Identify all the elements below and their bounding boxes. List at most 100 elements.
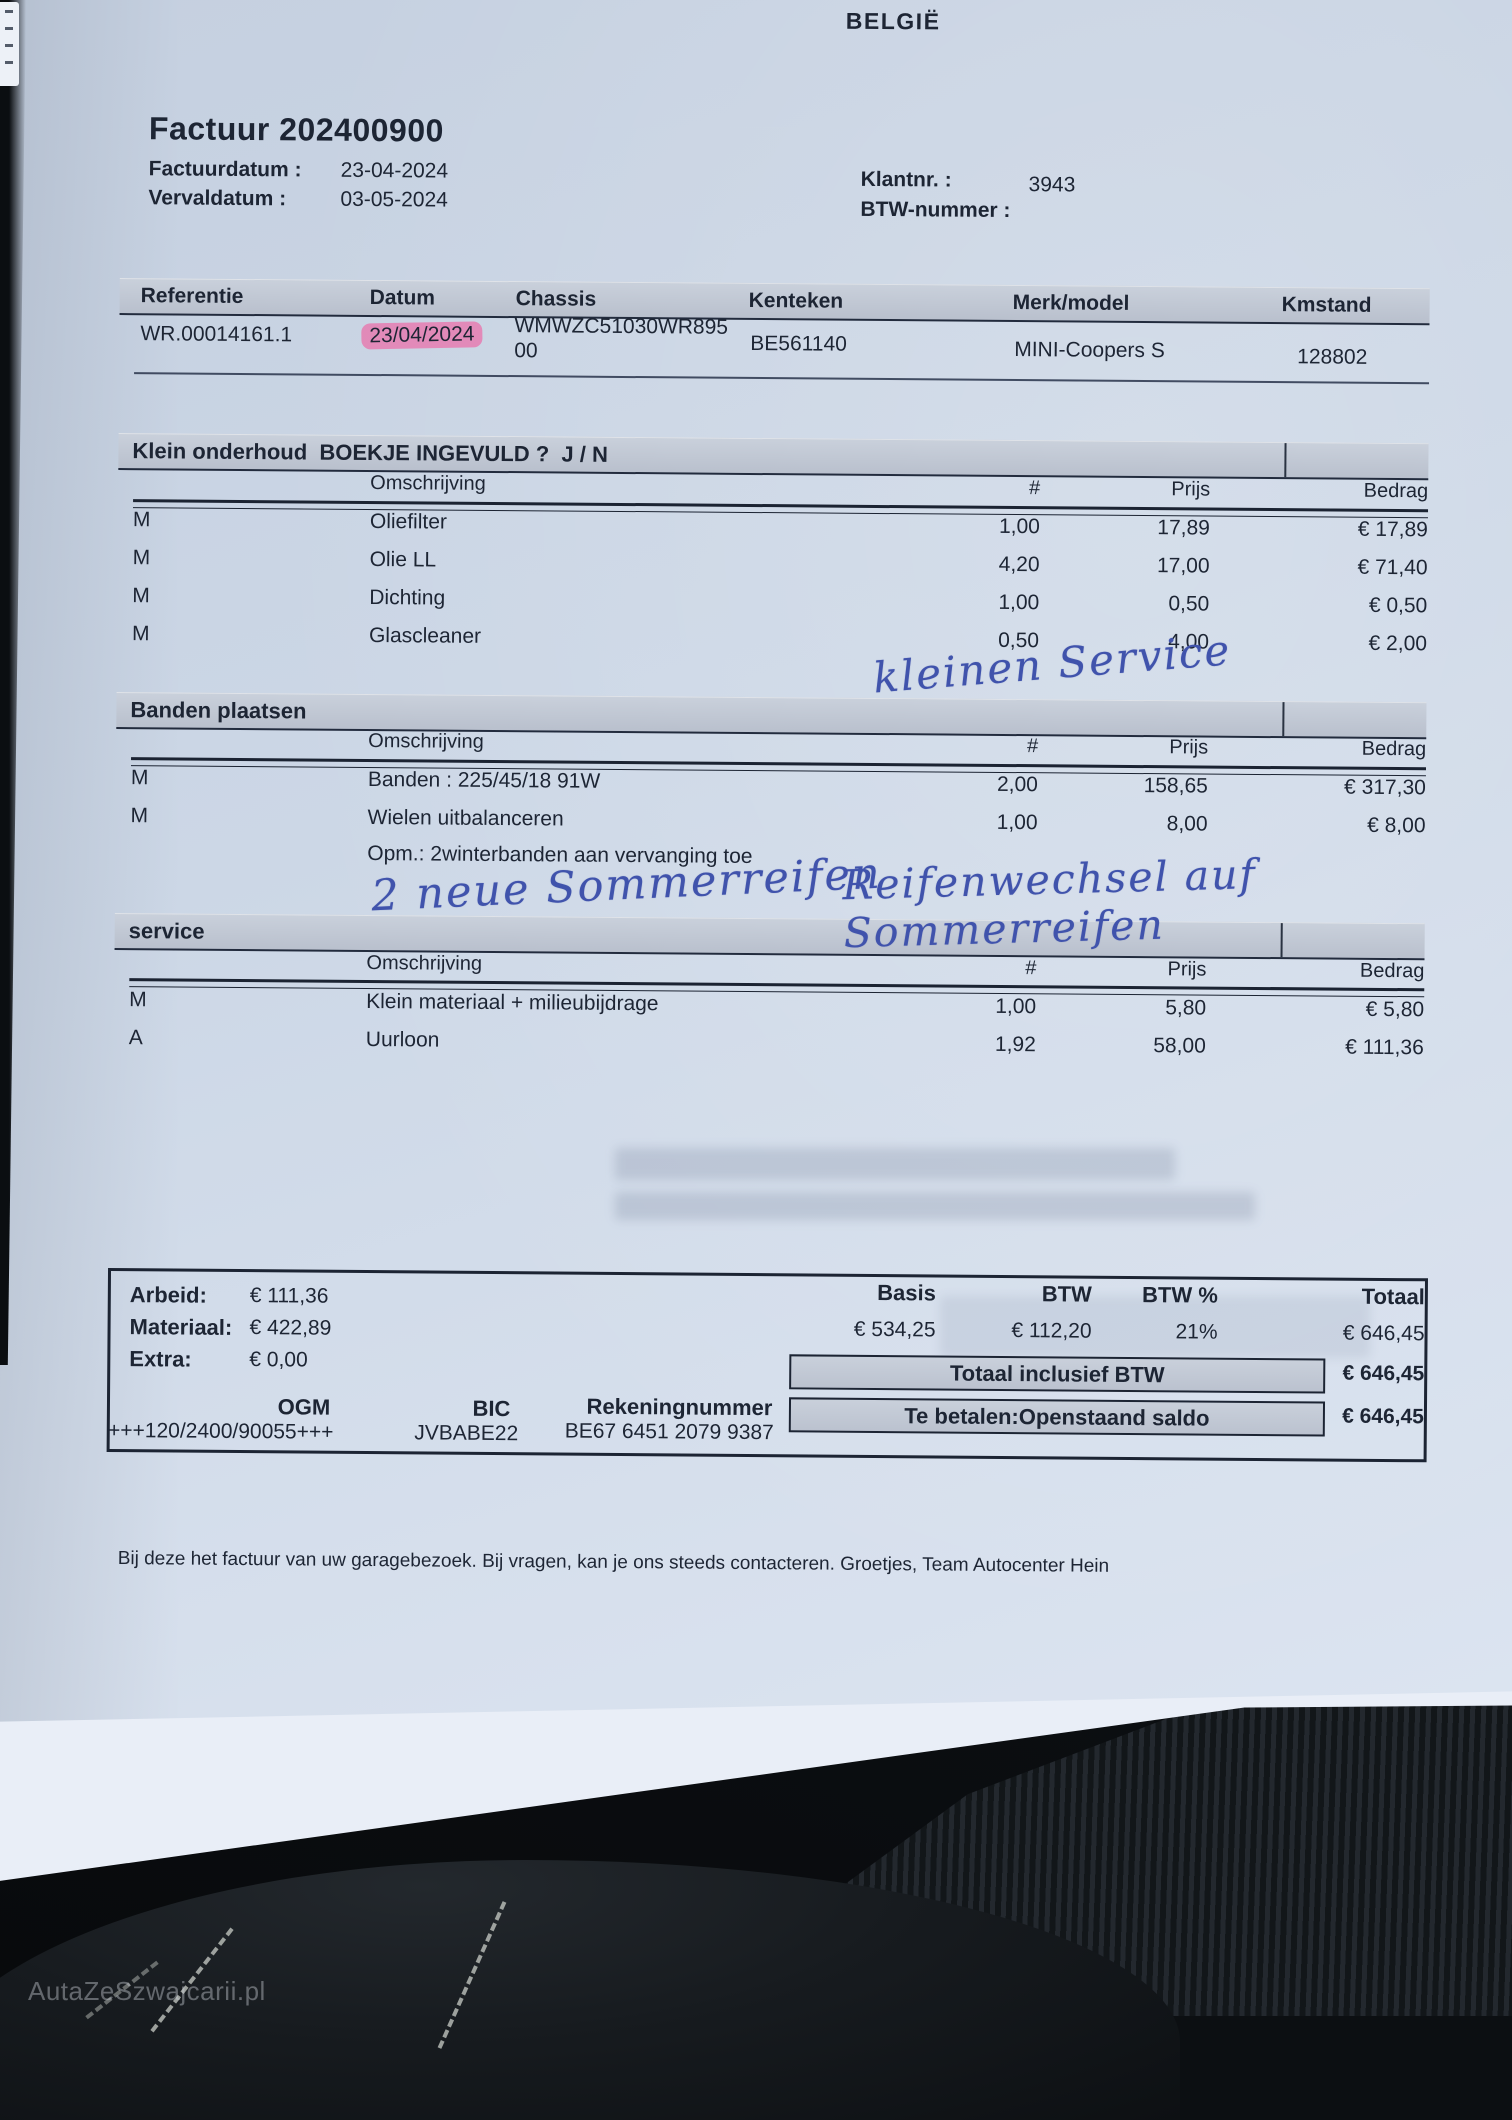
extra-label: Extra:	[129, 1346, 192, 1372]
item-code: M	[131, 622, 150, 646]
handwriting-reifenwechsel: Reifenwechsel auf Sommerreifen	[841, 850, 1258, 958]
due-date-value: 03-05-2024	[340, 187, 448, 212]
line-item: M Wielen uitbalanceren 1,00 8,00 € 8,00	[130, 804, 1426, 838]
btw-pct-value: 21%	[1175, 1320, 1218, 1344]
customer-number-label: Klantnr. :	[860, 167, 952, 192]
total-incl-vat-value: € 646,45	[1342, 1361, 1425, 1386]
section-band-divider	[1284, 443, 1429, 479]
vehicle-col-chassis: Chassis	[515, 287, 597, 311]
col-qty: #	[1028, 477, 1041, 500]
section-title: Banden plaatsen	[130, 697, 307, 724]
vehicle-plate: BE561140	[750, 331, 847, 356]
vehicle-reference: WR.00014161.1	[140, 322, 293, 347]
col-omschrijving: Omschrijving	[370, 471, 486, 495]
labor-label: Arbeid:	[129, 1282, 207, 1308]
col-bedrag: Bedrag	[1359, 959, 1425, 983]
bic-value: JVBABE22	[414, 1421, 519, 1446]
amount-due-band: Te betalen:Openstaand saldo	[788, 1397, 1326, 1437]
item-desc: Oliefilter	[369, 509, 448, 534]
spacer	[133, 487, 370, 489]
col-prijs: Prijs	[1167, 958, 1207, 981]
item-price: 158,65	[1143, 774, 1208, 798]
vehicle-odometer: 128802	[1297, 345, 1368, 369]
item-code: M	[132, 546, 151, 570]
material-value: € 422,89	[249, 1316, 332, 1340]
material-label: Materiaal:	[129, 1314, 233, 1340]
ogm-value: +++120/2400/90055+++	[107, 1418, 334, 1444]
item-code: M	[130, 766, 149, 790]
item-code: M	[132, 584, 150, 608]
vehicle-col-kenteken: Kenteken	[748, 288, 844, 313]
spacer	[129, 967, 366, 969]
vehicle-date: 23/04/2024	[361, 321, 483, 350]
customer-number-value: 3943	[1028, 173, 1076, 197]
item-price: 0,50	[1168, 592, 1210, 616]
item-desc: Uurloon	[365, 1027, 440, 1052]
item-qty: 1,00	[998, 514, 1040, 539]
edge-sticker	[0, 2, 19, 86]
country-label: BELGIË	[845, 7, 941, 35]
vehicle-table-header-band: Referentie Datum Chassis Kenteken Merk/m…	[119, 278, 1430, 326]
line-item: M Dichting 1,00 0,50 € 0,50	[132, 584, 1427, 618]
item-price: 8,00	[1166, 812, 1208, 836]
due-date-label: Vervaldatum :	[148, 186, 287, 211]
item-amount: € 71,40	[1357, 555, 1428, 580]
basis-value: € 534,25	[853, 1317, 936, 1342]
col-prijs: Prijs	[1171, 478, 1211, 501]
footer-note: Bij deze het factuur van uw garagebezoek…	[117, 1548, 1110, 1577]
item-amount: € 111,36	[1345, 1035, 1424, 1060]
col-qty: #	[1025, 957, 1037, 980]
item-qty: 1,92	[994, 1032, 1036, 1057]
item-desc: Klein materiaal + milieubijdrage	[366, 989, 659, 1016]
item-qty: 1,00	[996, 810, 1038, 835]
bleed-through-smudge	[615, 1148, 1175, 1180]
btw-label: BTW	[1041, 1281, 1092, 1307]
item-qty: 1,00	[995, 994, 1037, 1019]
item-code: M	[129, 988, 147, 1012]
extra-value: € 0,00	[249, 1348, 308, 1372]
vat-number-label: BTW-nummer :	[860, 197, 1011, 222]
pink-highlight: 23/04/2024	[361, 321, 483, 350]
invoice-content: BELGIË Factuur 202400900 Factuurdatum : …	[106, 7, 1430, 1577]
invoice-title: Factuur 202400900	[148, 110, 445, 149]
item-price: 17,89	[1157, 516, 1210, 540]
bleed-through-smudge	[615, 1192, 1255, 1220]
col-bedrag: Bedrag	[1361, 737, 1427, 761]
section-band-divider	[1282, 702, 1427, 738]
vehicle-col-merk-model: Merk/model	[1012, 291, 1130, 315]
section-title: service	[128, 918, 205, 944]
item-amount: € 2,00	[1368, 631, 1428, 656]
account-value: BE67 6451 2079 9387	[564, 1419, 774, 1445]
item-price: 17,00	[1156, 554, 1210, 578]
item-code: M	[130, 804, 149, 828]
vehicle-table-rule	[134, 372, 1430, 385]
watermark: AutaZeSzwajcarii.pl	[28, 1976, 266, 2006]
item-amount: € 17,89	[1357, 517, 1428, 542]
item-amount: € 8,00	[1367, 813, 1426, 838]
section-title: Klein onderhoud BOEKJE INGEVULD ? J / N	[132, 438, 609, 467]
vehicle-model: MINI-Coopers S	[1014, 338, 1165, 363]
item-desc: Dichting	[369, 585, 446, 610]
item-price: 5,80	[1165, 996, 1207, 1020]
totaal-label: Totaal	[1361, 1283, 1425, 1310]
amount-due-value: € 646,45	[1342, 1404, 1425, 1429]
col-omschrijving: Omschrijving	[368, 729, 484, 753]
item-desc: Banden : 225/45/18 91W	[367, 767, 601, 793]
item-desc: Wielen uitbalanceren	[367, 805, 564, 831]
vehicle-col-kmstand: Kmstand	[1281, 293, 1372, 317]
bic-label: BIC	[472, 1395, 511, 1422]
line-item: A Uurloon 1,92 58,00 € 111,36	[129, 1026, 1424, 1060]
item-qty: 2,00	[996, 772, 1038, 797]
item-price: 58,00	[1153, 1034, 1206, 1058]
item-qty: 4,20	[998, 552, 1040, 577]
vehicle-chassis: WMWZC51030WR89500	[514, 314, 729, 363]
bleed-through-smudge	[940, 1296, 1370, 1358]
col-omschrijving: Omschrijving	[366, 951, 483, 975]
ogm-label: OGM	[277, 1394, 331, 1420]
col-bedrag: Bedrag	[1363, 479, 1429, 503]
item-qty: 1,00	[998, 590, 1040, 615]
btw-pct-label: BTW %	[1142, 1282, 1218, 1308]
item-code: M	[132, 508, 151, 532]
vehicle-col-datum: Datum	[369, 285, 436, 310]
